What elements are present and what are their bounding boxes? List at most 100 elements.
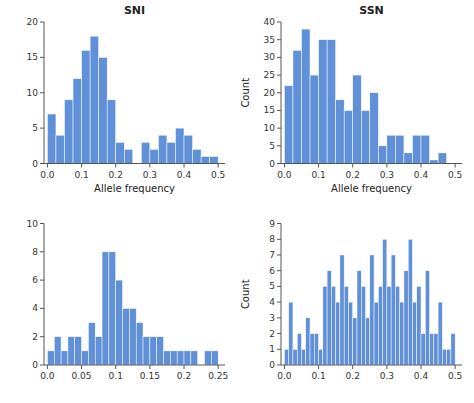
histogram-bar: [425, 271, 429, 365]
histogram-bar: [193, 149, 202, 163]
histogram-bar: [366, 318, 370, 365]
y-tick-label: 15: [27, 52, 38, 62]
subplot: 0.00.050.10.150.20.250246810: [27, 219, 229, 382]
x-tick: [115, 365, 116, 369]
histogram-bar: [210, 156, 219, 163]
subplot: 0.00.10.20.30.40.50510152025303540SSNAll…: [240, 4, 462, 194]
histogram-bar: [54, 337, 61, 365]
histogram-bar: [82, 50, 91, 163]
bars: [284, 239, 455, 365]
y-tick-label: 5: [269, 141, 275, 151]
y-tick-label: 4: [32, 303, 38, 313]
histogram-bar: [82, 351, 89, 365]
y-tick-label: 10: [264, 123, 276, 133]
y-tick-label: 4: [269, 297, 275, 307]
x-tick: [149, 365, 150, 369]
y-tick: [40, 365, 44, 366]
x-tick-label: 0.0: [40, 371, 55, 381]
y-tick: [40, 251, 44, 252]
x-tick: [47, 365, 48, 369]
histogram-bar: [331, 286, 335, 365]
histogram-bar: [412, 302, 416, 365]
histogram-bar: [344, 110, 353, 163]
y-tick: [277, 39, 281, 40]
y-tick: [40, 223, 44, 224]
y-tick: [277, 163, 281, 164]
y-tick-label: 10: [27, 88, 39, 98]
y-tick: [40, 22, 44, 23]
histogram-bar: [319, 349, 323, 365]
histogram-bar: [327, 271, 331, 365]
y-axis-line: [281, 224, 282, 366]
histogram-bar: [73, 79, 82, 164]
x-tick: [352, 164, 353, 168]
y-tick: [277, 317, 281, 318]
y-tick-label: 9: [269, 219, 275, 229]
y-tick: [277, 302, 281, 303]
histogram-bar: [310, 75, 319, 163]
histogram-bar: [136, 323, 143, 365]
subplot-title: SSN: [359, 4, 384, 17]
x-tick-label: 0.1: [311, 371, 325, 381]
histogram-bar: [143, 337, 150, 365]
subplot: 0.00.10.20.30.40.50123456789Count: [240, 219, 462, 382]
subplot-title: SNI: [124, 4, 145, 17]
y-tick: [277, 349, 281, 350]
figure: 0.00.10.20.30.40.505101520SNIAllele freq…: [0, 0, 474, 403]
subplot: 0.00.10.20.30.40.505101520SNIAllele freq…: [27, 4, 226, 194]
histogram-bar: [284, 349, 288, 365]
x-tick-label: 0.0: [40, 170, 55, 180]
bars: [47, 36, 218, 163]
y-tick-label: 0: [32, 360, 38, 370]
histogram-bar: [205, 351, 212, 365]
x-axis-label: Allele frequency: [94, 183, 175, 194]
y-tick: [277, 92, 281, 93]
x-tick: [284, 164, 285, 168]
histogram-bar: [284, 86, 293, 164]
x-tick: [318, 365, 319, 369]
y-tick-label: 6: [32, 275, 38, 285]
x-axis-label: Allele frequency: [331, 183, 412, 194]
y-tick: [277, 75, 281, 76]
y-tick-label: 40: [264, 17, 276, 27]
histogram-bar: [75, 337, 82, 365]
histogram-bar: [438, 153, 447, 164]
x-tick: [455, 164, 456, 168]
histogram-bar: [412, 135, 421, 163]
x-tick-label: 0.3: [143, 170, 157, 180]
y-tick-label: 8: [269, 234, 275, 244]
histogram-bar: [336, 100, 345, 164]
histogram-bar: [430, 160, 439, 164]
histogram-bar: [150, 337, 157, 365]
x-tick: [455, 365, 456, 369]
histogram-bar: [404, 271, 408, 365]
histogram-bar: [116, 280, 123, 365]
y-tick: [277, 333, 281, 334]
histogram-bar: [344, 286, 348, 365]
x-tick: [318, 164, 319, 168]
y-tick: [277, 57, 281, 58]
histogram-bar: [289, 302, 293, 365]
histogram-bar: [387, 286, 391, 365]
histogram-bar: [378, 286, 382, 365]
x-axis-line: [281, 365, 462, 366]
histogram-bar: [336, 302, 340, 365]
histogram-bar: [451, 334, 455, 365]
histogram-bar: [370, 255, 374, 365]
histogram-bar: [374, 302, 378, 365]
x-tick-label: 0.25: [208, 371, 228, 381]
y-tick: [40, 336, 44, 337]
x-tick: [421, 365, 422, 369]
x-tick: [81, 164, 82, 168]
histogram-bar: [141, 142, 150, 163]
y-tick: [277, 223, 281, 224]
x-tick-label: 0.2: [177, 371, 191, 381]
y-tick: [40, 57, 44, 58]
histogram-bar: [56, 135, 65, 163]
x-axis-line: [44, 163, 225, 164]
y-axis-label: Count: [240, 279, 251, 309]
x-tick-label: 0.2: [346, 170, 360, 180]
histogram-bar: [421, 135, 430, 163]
histogram-bar: [164, 351, 171, 365]
y-tick: [277, 145, 281, 146]
